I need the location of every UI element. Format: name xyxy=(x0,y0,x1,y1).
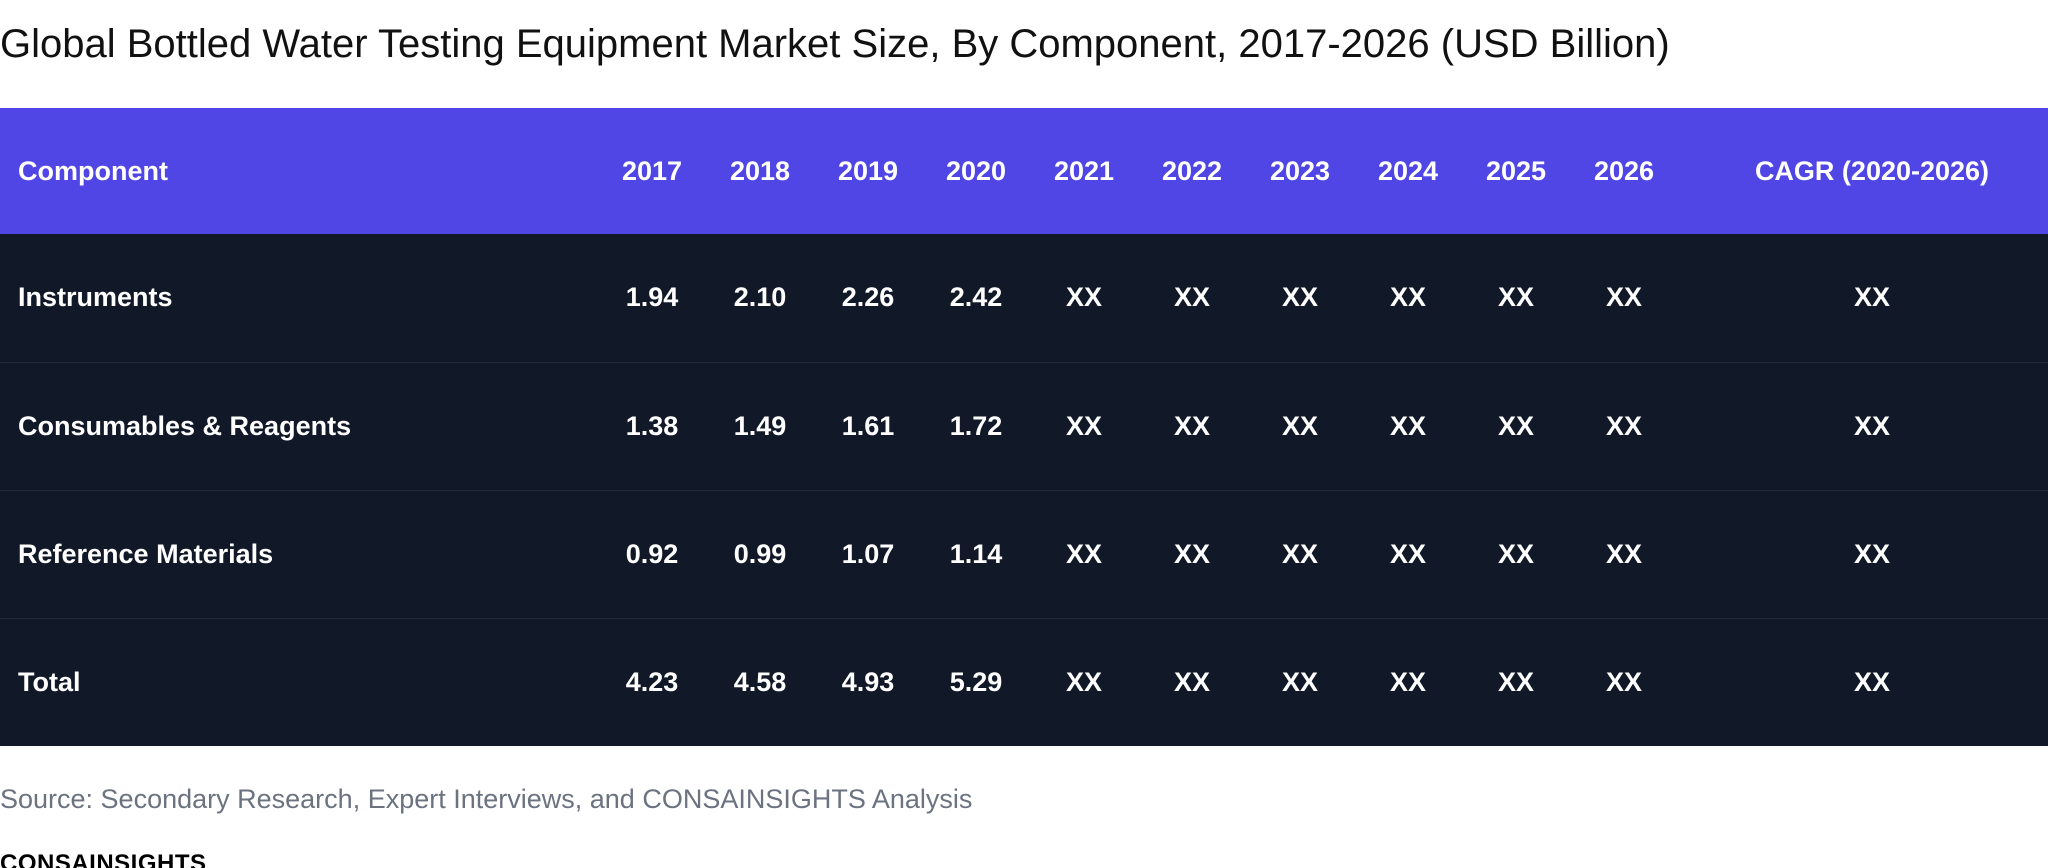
value-cell: XX xyxy=(1605,282,1643,313)
table-row: Total 4.23 4.58 4.93 5.29 XX XX XX XX XX XX XX xyxy=(0,618,2048,746)
row-label: Instruments xyxy=(18,282,173,313)
value-cell: XX xyxy=(1605,410,1643,441)
cagr-cell: XX xyxy=(1853,666,1891,697)
column-header: 2025 xyxy=(1485,155,1547,186)
value-cell: XX xyxy=(1389,282,1427,313)
chart-title: Global Bottled Water Testing Equipment M… xyxy=(0,22,1670,66)
column-header: 2019 xyxy=(837,155,899,186)
value-cell: XX xyxy=(1497,410,1535,441)
source-note: Source: Secondary Research, Expert Inter… xyxy=(0,784,973,814)
column-header: 2021 xyxy=(1053,155,1115,186)
value-cell: 1.07 xyxy=(841,538,895,569)
value-cell: 2.10 xyxy=(733,282,787,313)
row-label: Total xyxy=(18,666,81,697)
column-header: 2018 xyxy=(729,155,791,186)
table-header-row: Component 2017 2018 2019 2020 2021 2022 2023 202… xyxy=(0,108,2048,234)
value-cell: XX xyxy=(1281,282,1319,313)
value-cell: 1.14 xyxy=(949,538,1003,569)
value-cell: XX xyxy=(1281,538,1319,569)
value-cell: 2.42 xyxy=(949,282,1003,313)
value-cell: 1.49 xyxy=(733,410,787,441)
value-cell: 1.72 xyxy=(949,410,1003,441)
value-cell: XX xyxy=(1173,538,1211,569)
column-header: 2017 xyxy=(621,155,683,186)
row-label: Reference Materials xyxy=(18,538,274,569)
value-cell: 4.93 xyxy=(841,666,895,697)
value-cell: XX xyxy=(1389,666,1427,697)
table-row: Instruments 1.94 2.10 2.26 2.42 XX XX XX XX XX XX X… xyxy=(0,234,2048,362)
value-cell: XX xyxy=(1605,538,1643,569)
cagr-cell: XX xyxy=(1853,410,1891,441)
value-cell: 1.94 xyxy=(625,282,679,313)
value-cell: 5.29 xyxy=(949,666,1003,697)
value-cell: XX xyxy=(1065,538,1103,569)
column-header: 2023 xyxy=(1269,155,1331,186)
value-cell: 1.61 xyxy=(841,410,895,441)
market-size-table: Component 2017 2018 2019 2020 2021 2022 2023 202… xyxy=(0,108,2048,746)
value-cell: 4.58 xyxy=(733,666,787,697)
value-cell: 0.92 xyxy=(625,538,679,569)
value-cell: XX xyxy=(1065,666,1103,697)
value-cell: XX xyxy=(1065,282,1103,313)
table-row: Consumables & Reagents 1.38 1.49 1.61 1.72 XX… xyxy=(0,362,2048,490)
table-body: Instruments 1.94 2.10 2.26 2.42 XX XX XX XX XX XX X… xyxy=(0,234,2048,746)
value-cell: 4.23 xyxy=(625,666,679,697)
value-cell: XX xyxy=(1173,666,1211,697)
cagr-cell: XX xyxy=(1853,282,1891,313)
column-header-component: Component xyxy=(18,155,168,186)
value-cell: XX xyxy=(1497,282,1535,313)
column-header: 2026 xyxy=(1593,155,1655,186)
column-header: CAGR (2020-2026) xyxy=(1754,155,1990,186)
value-cell: XX xyxy=(1173,282,1211,313)
value-cell: XX xyxy=(1497,538,1535,569)
column-header: 2022 xyxy=(1161,155,1223,186)
value-cell: XX xyxy=(1065,410,1103,441)
value-cell: XX xyxy=(1281,410,1319,441)
value-cell: XX xyxy=(1281,666,1319,697)
column-header: 2024 xyxy=(1377,155,1439,186)
value-cell: XX xyxy=(1497,666,1535,697)
value-cell: 0.99 xyxy=(733,538,787,569)
value-cell: XX xyxy=(1173,410,1211,441)
column-header: 2020 xyxy=(945,155,1007,186)
value-cell: XX xyxy=(1605,666,1643,697)
row-label: Consumables & Reagents xyxy=(18,410,352,441)
value-cell: XX xyxy=(1389,538,1427,569)
value-cell: XX xyxy=(1389,410,1427,441)
brand-logo-text: CONSAINSIGHTS xyxy=(0,850,207,868)
value-cell: 1.38 xyxy=(625,410,679,441)
value-cell: 2.26 xyxy=(841,282,895,313)
table-row: Reference Materials 0.92 0.99 1.07 1.14 XX XX X… xyxy=(0,490,2048,618)
cagr-cell: XX xyxy=(1853,538,1891,569)
